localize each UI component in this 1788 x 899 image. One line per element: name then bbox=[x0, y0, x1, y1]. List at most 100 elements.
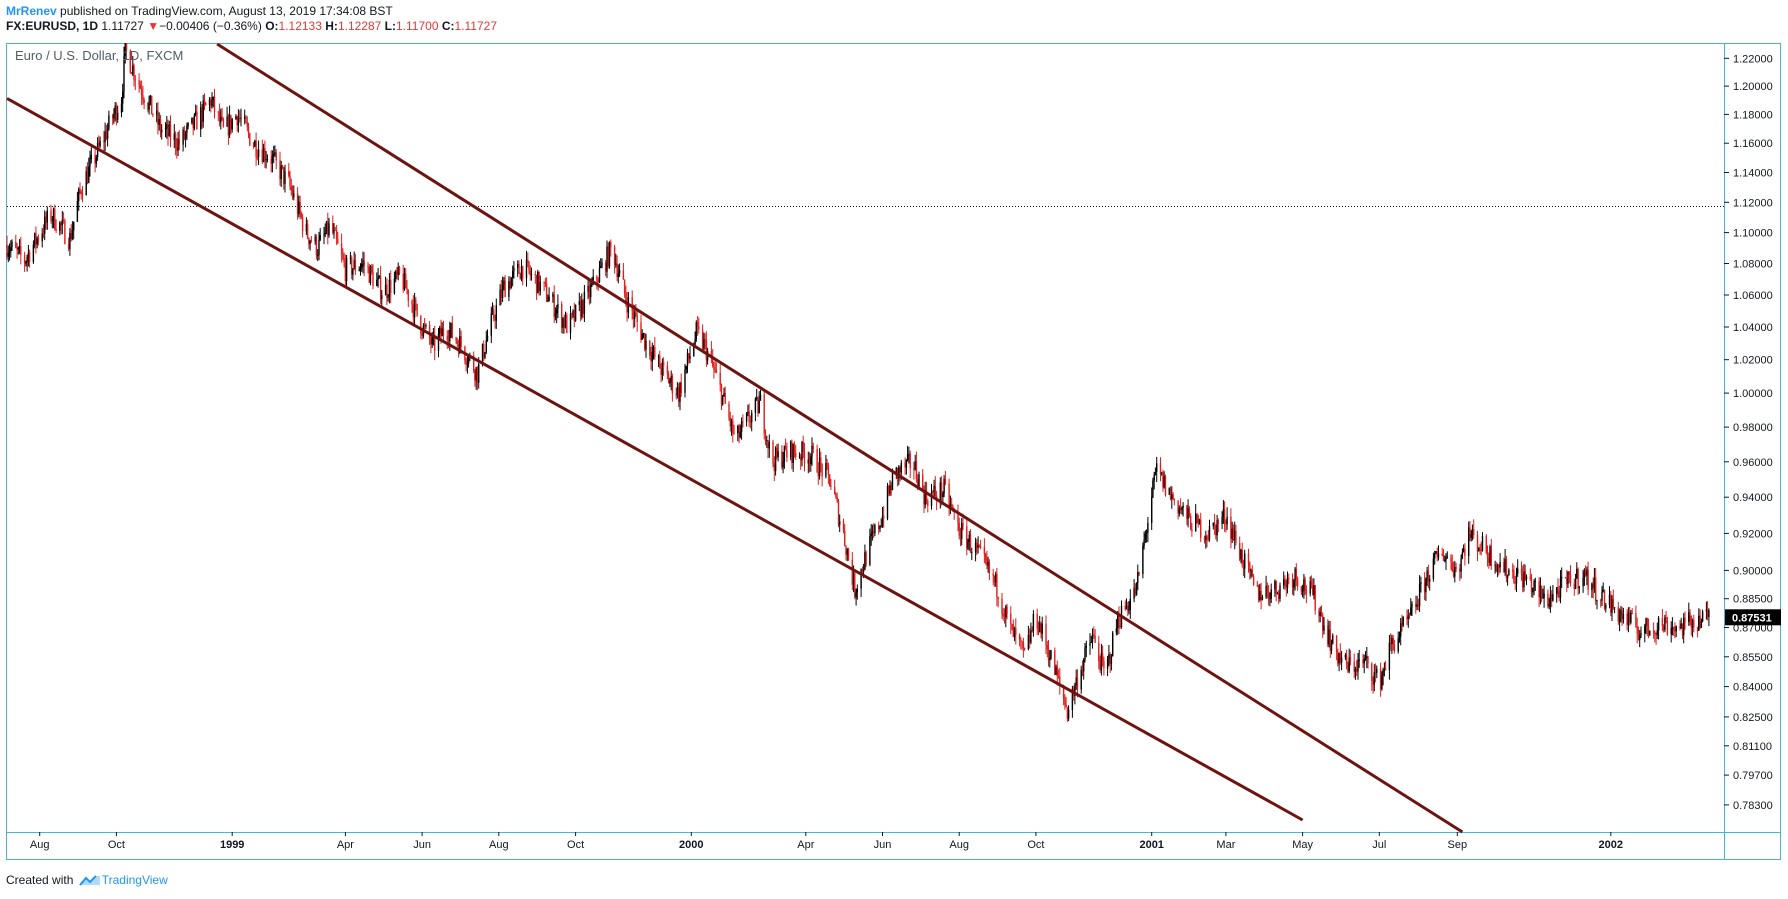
candle-body bbox=[407, 289, 409, 301]
candle-body bbox=[494, 318, 496, 321]
candle-body bbox=[909, 453, 911, 469]
time-tick-label: Aug bbox=[30, 839, 50, 851]
candle-body bbox=[1099, 661, 1101, 671]
candle-body bbox=[1279, 585, 1281, 599]
trend-line-2[interactable] bbox=[216, 43, 1464, 834]
candle-body bbox=[1425, 577, 1427, 593]
candle-body bbox=[332, 223, 334, 233]
candle-body bbox=[10, 247, 12, 252]
candle-body bbox=[1216, 520, 1218, 536]
candle-body bbox=[431, 336, 433, 345]
candle-body bbox=[1400, 623, 1402, 637]
candle-body bbox=[645, 340, 647, 350]
candle-body bbox=[1300, 586, 1303, 592]
candle-body bbox=[671, 376, 674, 394]
candle-body bbox=[587, 285, 589, 292]
candle-body bbox=[1661, 618, 1664, 627]
candle-body bbox=[966, 526, 968, 549]
candle-body bbox=[1267, 591, 1270, 599]
price-tick-label: 0.78300 bbox=[1733, 800, 1773, 812]
candle-body bbox=[758, 400, 760, 414]
candle-body bbox=[1690, 615, 1692, 628]
time-tick-label: Oct bbox=[567, 839, 584, 851]
candle-body bbox=[1164, 476, 1167, 495]
candle-body bbox=[1561, 577, 1563, 579]
candle-body bbox=[62, 219, 65, 221]
candle-body bbox=[1402, 617, 1404, 626]
candle-body bbox=[1393, 644, 1396, 652]
candle-body bbox=[1173, 499, 1175, 501]
candle-body bbox=[1578, 586, 1580, 589]
candle-body bbox=[1062, 685, 1065, 700]
candle-body bbox=[88, 166, 90, 183]
price-tick-label: 0.85500 bbox=[1733, 652, 1773, 664]
candle-body bbox=[483, 344, 485, 358]
candle-body bbox=[1525, 576, 1528, 580]
candle-body bbox=[79, 189, 81, 192]
candle-body bbox=[1296, 578, 1299, 587]
candle-body bbox=[161, 129, 163, 133]
candle-body bbox=[1106, 658, 1109, 669]
candle-body bbox=[636, 315, 638, 323]
candle-body bbox=[977, 545, 979, 548]
candle-body bbox=[1215, 524, 1217, 536]
author-link[interactable]: MrRenev bbox=[6, 4, 57, 18]
candle-body bbox=[1679, 625, 1681, 629]
candle-body bbox=[384, 284, 387, 296]
candle-body bbox=[1337, 652, 1339, 664]
candle-body bbox=[793, 444, 796, 453]
trend-line-1[interactable] bbox=[6, 97, 1304, 822]
candle-body bbox=[1305, 589, 1308, 594]
candle-body bbox=[117, 112, 119, 120]
candle-body bbox=[705, 339, 708, 361]
candle-body bbox=[582, 300, 584, 314]
candle-body bbox=[1154, 472, 1157, 475]
candle-body bbox=[1036, 614, 1038, 629]
candle-body bbox=[254, 140, 256, 147]
time-tick-label: Aug bbox=[489, 839, 509, 851]
price-tick-label: 1.02000 bbox=[1733, 355, 1773, 367]
candle-body bbox=[1556, 587, 1558, 594]
candle-body bbox=[1495, 564, 1497, 572]
price-tick-label: 1.22000 bbox=[1733, 53, 1773, 65]
candle-body bbox=[1144, 533, 1147, 540]
candle-body bbox=[1003, 615, 1006, 618]
candle-body bbox=[772, 441, 774, 464]
candle-body bbox=[800, 456, 802, 461]
candle-body bbox=[547, 301, 549, 302]
candle-body bbox=[891, 473, 894, 491]
candle-body bbox=[1234, 530, 1236, 540]
candle-body bbox=[1468, 527, 1470, 556]
tradingview-link[interactable]: TradingView bbox=[101, 873, 168, 887]
candle-body bbox=[270, 158, 272, 164]
candle-body bbox=[1156, 463, 1158, 473]
price-tick-label: 1.00000 bbox=[1733, 388, 1773, 400]
candle-body bbox=[1163, 476, 1165, 488]
candle-body bbox=[1621, 610, 1623, 620]
candle-body bbox=[296, 193, 299, 215]
time-tick-label: Aug bbox=[949, 839, 969, 851]
candle-body bbox=[369, 266, 372, 283]
open-value: 1.12133 bbox=[278, 19, 322, 33]
candle-body bbox=[571, 313, 573, 315]
candle-body bbox=[1586, 569, 1588, 576]
candle-body bbox=[1567, 571, 1569, 585]
candle-body bbox=[1534, 581, 1536, 582]
price-chart[interactable]: 0.78300 0.79700 0.81100 0.82500 0.84000 0.855… bbox=[6, 43, 1782, 861]
price-axis[interactable]: 0.78300 0.79700 0.81100 0.82500 0.84000 0.855… bbox=[1724, 53, 1781, 812]
time-axis[interactable]: Aug Oct 1999 Apr Jun Aug Oct 2000 Apr Jun Aug Oct 20… bbox=[30, 832, 1623, 851]
candle-body bbox=[1285, 580, 1287, 588]
candle-body bbox=[1610, 594, 1612, 613]
candle-body bbox=[1278, 592, 1280, 599]
candle-body bbox=[230, 115, 232, 130]
candle-body bbox=[1411, 603, 1413, 608]
candle-body bbox=[660, 368, 662, 375]
candle-body bbox=[245, 116, 247, 123]
price-tick-label: 0.88500 bbox=[1733, 594, 1773, 606]
candle-body bbox=[1217, 520, 1219, 524]
candle-body bbox=[623, 279, 626, 294]
candle-body bbox=[644, 333, 646, 350]
candle-body bbox=[810, 456, 812, 464]
candle-body bbox=[1540, 585, 1543, 599]
price-tick-label: 1.16000 bbox=[1733, 138, 1773, 150]
